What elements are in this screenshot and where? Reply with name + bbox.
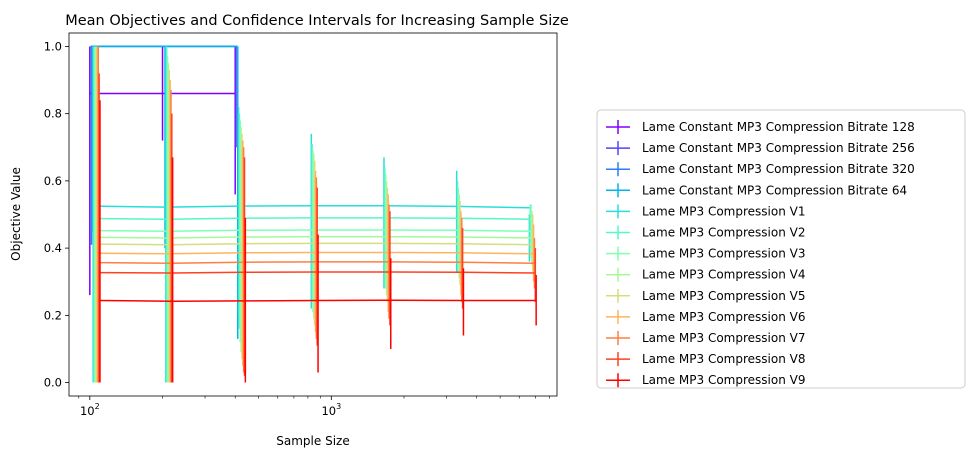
legend-item: Lame MP3 Compression V4 (606, 267, 806, 282)
legend-label: Lame MP3 Compression V2 (642, 226, 806, 240)
legend-item: Lame Constant MP3 Compression Bitrate 64 (606, 183, 907, 198)
series-8 (95, 46, 534, 383)
x-tick-label: 102 (80, 402, 100, 418)
legend-label: Lame Constant MP3 Compression Bitrate 64 (642, 183, 907, 197)
series-10 (97, 46, 536, 383)
legend-label: Lame MP3 Compression V6 (642, 310, 806, 324)
legend-item: Lame MP3 Compression V6 (606, 309, 806, 324)
chart-title: Mean Objectives and Confidence Intervals… (65, 13, 569, 29)
x-axis: 102 103 (78, 396, 550, 418)
legend-items: Lame Constant MP3 Compression Bitrate 12… (606, 120, 915, 388)
legend-label: Lame MP3 Compression V5 (642, 289, 806, 303)
legend-item: Lame MP3 Compression V5 (606, 288, 806, 303)
series-9 (96, 46, 535, 383)
series-5 (93, 46, 531, 383)
plot-frame (68, 32, 558, 397)
y-tick-label: 0.8 (44, 107, 62, 121)
y-axis-label: Objective Value (9, 167, 23, 261)
legend-label: Lame MP3 Compression V4 (642, 268, 806, 282)
legend-item: Lame MP3 Compression V8 (606, 352, 806, 367)
legend-item: Lame Constant MP3 Compression Bitrate 12… (606, 120, 915, 134)
series-6 (94, 46, 532, 383)
legend-label: Lame Constant MP3 Compression Bitrate 12… (642, 120, 915, 134)
legend-item: Lame Constant MP3 Compression Bitrate 32… (606, 162, 915, 177)
legend-label: Lame Constant MP3 Compression Bitrate 25… (642, 141, 915, 155)
legend-item: Lame MP3 Compression V9 (606, 373, 806, 388)
y-axis: 0.0 0.2 0.4 0.6 0.8 1.0 (44, 39, 69, 390)
x-tick-label: 103 (321, 402, 341, 418)
legend: Lame Constant MP3 Compression Bitrate 12… (596, 109, 966, 389)
legend-label: Lame MP3 Compression V8 (642, 352, 806, 366)
legend-label: Lame MP3 Compression V9 (642, 373, 806, 387)
y-tick-label: 0.2 (44, 308, 62, 322)
series-11 (98, 73, 537, 383)
series-1 (90, 45, 237, 148)
y-tick-label: 1.0 (44, 39, 62, 53)
series-2 (90, 45, 237, 245)
x-axis-label: Sample Size (276, 434, 349, 448)
legend-item: Lame MP3 Compression V2 (606, 225, 806, 240)
legend-label: Lame MP3 Compression V7 (642, 331, 806, 345)
series-4 (92, 46, 531, 383)
legend-label: Lame MP3 Compression V3 (642, 247, 806, 261)
legend-item: Lame MP3 Compression V7 (606, 331, 806, 345)
legend-frame (596, 109, 966, 389)
legend-label: Lame Constant MP3 Compression Bitrate 32… (642, 162, 915, 176)
y-tick-label: 0.0 (44, 376, 62, 390)
plot-marks (89, 45, 537, 383)
y-tick-label: 0.4 (44, 241, 62, 255)
series-7 (94, 46, 533, 383)
legend-item: Lame MP3 Compression V1 (606, 204, 806, 219)
legend-item: Lame Constant MP3 Compression Bitrate 25… (606, 141, 915, 156)
legend-item: Lame MP3 Compression V3 (606, 246, 806, 261)
y-tick-label: 0.6 (44, 174, 62, 188)
series-0 (89, 46, 236, 296)
series-12 (99, 100, 537, 383)
legend-label: Lame MP3 Compression V1 (642, 204, 806, 218)
series-3 (91, 45, 239, 339)
